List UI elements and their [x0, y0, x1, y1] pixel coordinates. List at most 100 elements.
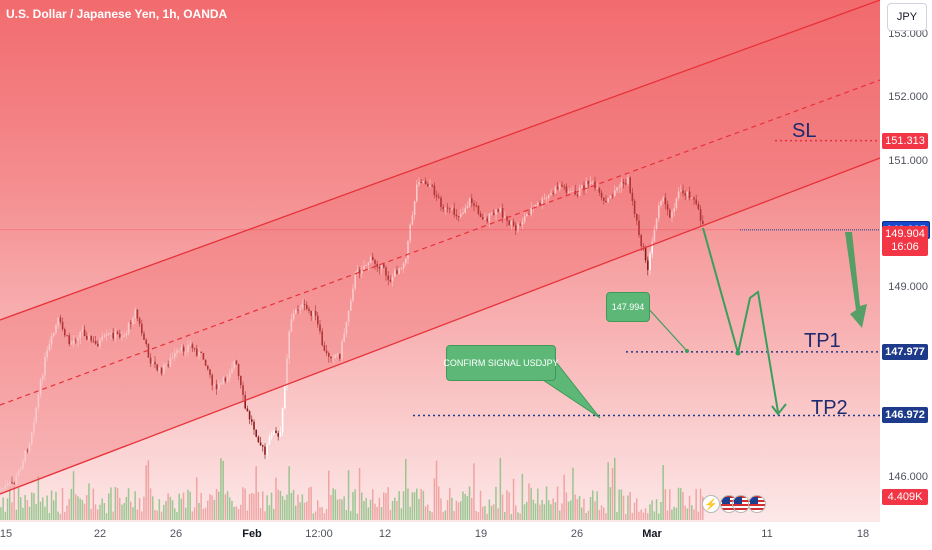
- candle-body: [130, 322, 132, 324]
- volume-bar: [554, 502, 557, 520]
- us-flag-icon[interactable]: [732, 495, 750, 513]
- volume-bar: [26, 500, 29, 520]
- candle-body: [240, 375, 242, 386]
- candle-body: [9, 482, 11, 484]
- volume-bar: [409, 506, 411, 520]
- volume-bar: [479, 490, 482, 520]
- volume-bar: [125, 496, 128, 520]
- volume-bar: [290, 492, 293, 520]
- channel-lower-line: [0, 157, 880, 495]
- candle-body: [108, 334, 110, 335]
- candle-body: [495, 209, 497, 215]
- candle-body: [105, 334, 108, 336]
- time-axis[interactable]: 15 22 26 Feb 12:00 12 19 26 Mar 11 18: [0, 522, 880, 550]
- volume-bar: [202, 508, 205, 520]
- volume-bar: [420, 488, 422, 520]
- candle-body: [625, 183, 627, 185]
- plot-area[interactable]: U.S. Dollar / Japanese Yen, 1h, OANDA SL…: [0, 0, 880, 522]
- currency-button[interactable]: JPY: [887, 3, 927, 31]
- volume-bar: [116, 488, 119, 520]
- volume-bar: [662, 465, 664, 520]
- volume-bar: [70, 488, 73, 520]
- candle-body: [545, 197, 548, 199]
- candle-body: [145, 339, 147, 345]
- price-callout[interactable]: 147.994: [606, 292, 650, 322]
- candle-body: [101, 336, 103, 340]
- volume-bar: [495, 486, 497, 520]
- time-tick: 26: [570, 528, 584, 540]
- candle-body: [50, 335, 53, 345]
- candle-body: [644, 247, 647, 261]
- candle-body: [446, 207, 449, 209]
- volume-bar: [22, 507, 24, 520]
- volume-bar: [660, 502, 662, 520]
- volume-bar: [356, 513, 359, 520]
- tp2-price-badge[interactable]: 146.972: [882, 407, 928, 424]
- flash-icon[interactable]: ⚡: [702, 495, 720, 513]
- candle-body: [550, 192, 552, 196]
- symbol-title[interactable]: U.S. Dollar / Japanese Yen, 1h, OANDA: [6, 7, 228, 21]
- candle-body: [288, 331, 290, 359]
- candle-body: [383, 263, 385, 268]
- candle-body: [523, 216, 526, 222]
- volume-bar: [647, 513, 649, 520]
- candle-body: [482, 217, 484, 220]
- tp2-label: TP2: [811, 397, 848, 419]
- volume-bar: [411, 492, 414, 520]
- volume-bar: [66, 505, 68, 520]
- candle-body: [185, 351, 187, 353]
- volume-bar: [112, 511, 114, 520]
- candle-body: [658, 205, 660, 219]
- candle-body: [332, 358, 334, 359]
- price-callout-dot: [685, 349, 689, 353]
- candle-body: [323, 345, 326, 351]
- volume-bar: [319, 507, 321, 520]
- volume-bar: [473, 463, 475, 520]
- price-tick: 149.000: [888, 281, 928, 294]
- volume-bar: [534, 503, 537, 520]
- candle-body: [295, 309, 297, 314]
- volume-bar: [114, 486, 117, 520]
- volume-bar: [385, 493, 387, 520]
- signal-callout[interactable]: CONFIRM SIGNAL USDJPY: [443, 345, 559, 381]
- volume-bar: [422, 490, 425, 520]
- candle-body: [156, 364, 158, 371]
- candle-body: [350, 300, 352, 311]
- candle-body: [242, 385, 244, 396]
- candle-body: [244, 395, 246, 409]
- chart-canvas[interactable]: [0, 0, 880, 522]
- candle-body: [431, 185, 433, 186]
- price-axis[interactable]: 153.000 152.000 151.000 149.000 146.000 151.3…: [880, 0, 932, 522]
- volume-bar: [257, 491, 260, 520]
- volume-bar: [466, 496, 469, 520]
- candle-body: [57, 317, 59, 325]
- volume-bar: [559, 510, 561, 520]
- us-flag-icon[interactable]: [748, 495, 766, 513]
- volume-bar: [213, 499, 216, 520]
- volume-bar: [244, 488, 246, 520]
- volume-bar: [697, 511, 700, 520]
- candle-body: [33, 422, 35, 433]
- candle-body: [248, 411, 251, 420]
- candle-body: [398, 268, 400, 274]
- volume-bar: [68, 498, 70, 520]
- candle-body: [231, 368, 233, 374]
- volume-bar: [4, 511, 7, 520]
- volume-bar: [264, 511, 266, 520]
- candle-body: [440, 197, 442, 207]
- volume-bar: [336, 499, 339, 520]
- volume-bar: [127, 488, 130, 520]
- volume-bar: [328, 470, 330, 520]
- sl-price-badge[interactable]: 151.313: [882, 132, 928, 149]
- volume-bar: [587, 510, 590, 520]
- candle-body: [143, 333, 145, 340]
- candle-body: [119, 333, 121, 338]
- volume-bar: [90, 508, 92, 520]
- tp1-price-badge[interactable]: 147.977: [882, 343, 928, 360]
- candle-body: [435, 195, 438, 197]
- volume-bar: [339, 498, 341, 520]
- current-price-badge[interactable]: 149.904 16:06: [882, 225, 928, 256]
- candle-body: [510, 221, 513, 225]
- volume-bar: [521, 473, 524, 520]
- candle-body: [59, 317, 62, 322]
